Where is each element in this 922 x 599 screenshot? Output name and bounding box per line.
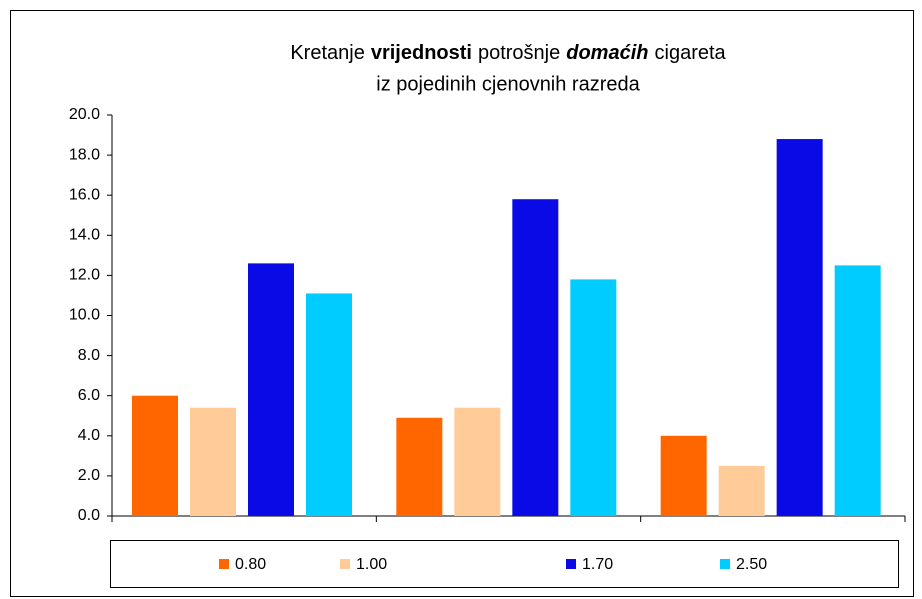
- y-tick-label: 10.0: [69, 307, 100, 324]
- legend-label: 2.50: [736, 556, 767, 573]
- y-tick-label: 18.0: [69, 146, 100, 163]
- bar: [396, 417, 443, 516]
- bar: [248, 263, 294, 516]
- y-tick-label: 4.0: [78, 427, 100, 444]
- legend-box: [110, 540, 899, 588]
- bar: [306, 293, 352, 516]
- legend-label: 1.00: [356, 556, 387, 573]
- legend-swatch: [219, 559, 229, 569]
- bar: [776, 139, 823, 516]
- y-tick-label: 12.0: [69, 267, 100, 284]
- y-tick-label: 0.0: [78, 507, 100, 524]
- y-tick-label: 8.0: [78, 347, 100, 364]
- title-run: cigareta: [655, 42, 727, 64]
- bar: [512, 199, 559, 516]
- bar: [660, 435, 707, 516]
- title-run: vrijednosti: [371, 42, 472, 64]
- title-run: domaćih: [566, 42, 648, 64]
- y-tick-label: 20.0: [69, 106, 100, 123]
- y-tick-label: 14.0: [69, 227, 100, 244]
- legend-label: 0.80: [235, 556, 266, 573]
- y-tick-label: 16.0: [69, 186, 100, 203]
- legend-swatch: [340, 559, 350, 569]
- legend-swatch: [720, 559, 730, 569]
- y-tick-label: 2.0: [78, 467, 100, 484]
- bar: [132, 395, 178, 516]
- chart-subtitle: iz pojedinih cjenovnih razreda: [376, 73, 640, 95]
- title-run: potrošnje: [478, 42, 560, 64]
- bar: [834, 265, 881, 516]
- legend-label: 1.70: [582, 556, 613, 573]
- bar: [454, 407, 501, 516]
- legend-swatch: [566, 559, 576, 569]
- bar: [718, 465, 765, 516]
- title-run: Kretanje: [290, 42, 365, 64]
- bar: [190, 407, 236, 516]
- chart-title: Kretanje vrijednosti potrošnje domaćih cigar…: [290, 42, 726, 64]
- y-tick-label: 6.0: [78, 387, 100, 404]
- bar: [570, 279, 617, 516]
